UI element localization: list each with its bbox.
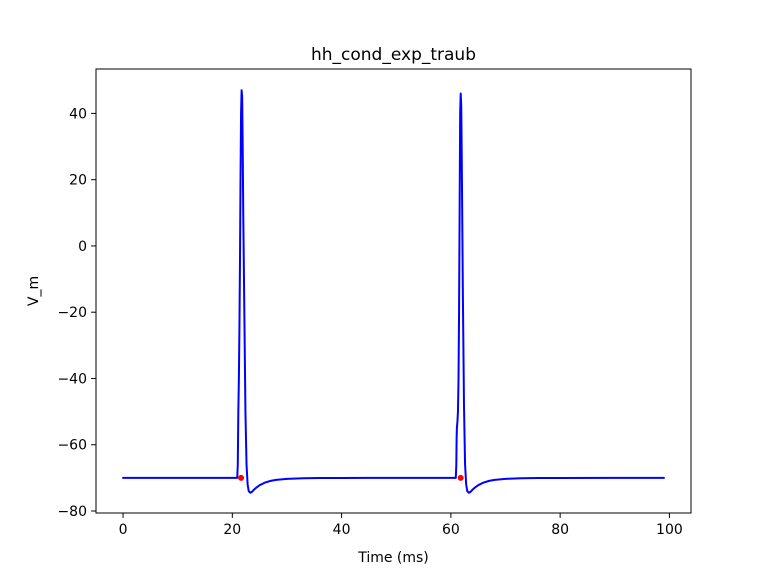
y-tick-label: 40 — [69, 106, 87, 122]
y-axis-ticks: −80 −60 −40 −20 0 20 40 — [57, 106, 96, 520]
x-tick-label: 20 — [223, 522, 241, 538]
spike-marker — [238, 474, 245, 481]
spike-marker — [457, 474, 464, 481]
x-tick-label: 60 — [442, 522, 460, 538]
y-axis-label: V_m — [26, 276, 42, 306]
x-tick-label: 100 — [656, 522, 683, 538]
x-axis-label: Time (ms) — [357, 550, 429, 566]
x-tick-label: 80 — [551, 522, 569, 538]
chart-title: hh_cond_exp_traub — [311, 45, 476, 65]
y-tick-label: 0 — [78, 239, 87, 255]
y-tick-label: −60 — [57, 438, 87, 454]
y-tick-label: −20 — [57, 305, 87, 321]
y-tick-label: −40 — [57, 371, 87, 387]
x-axis-ticks: 0 20 40 60 80 100 — [119, 513, 683, 538]
spike-markers — [238, 474, 464, 481]
series-line-0 — [122, 89, 665, 494]
y-tick-label: 20 — [69, 173, 87, 189]
x-tick-label: 40 — [333, 522, 351, 538]
x-tick-label: 0 — [119, 522, 128, 538]
y-tick-label: −80 — [57, 504, 87, 520]
plot-area-frame — [95, 68, 692, 514]
series-lines — [122, 89, 665, 494]
